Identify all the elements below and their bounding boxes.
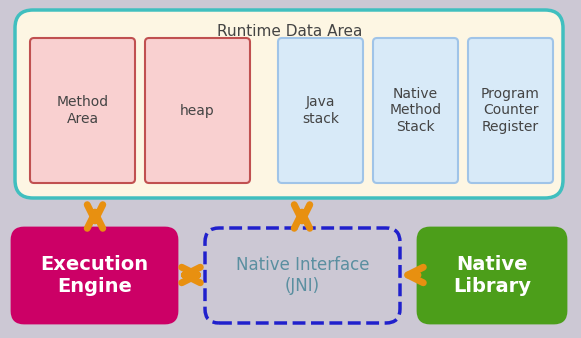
FancyBboxPatch shape — [373, 38, 458, 183]
FancyBboxPatch shape — [418, 228, 566, 323]
FancyBboxPatch shape — [12, 228, 177, 323]
FancyBboxPatch shape — [468, 38, 553, 183]
FancyBboxPatch shape — [145, 38, 250, 183]
Text: Execution
Engine: Execution Engine — [41, 255, 149, 296]
FancyBboxPatch shape — [15, 10, 563, 198]
Text: Native
Library: Native Library — [453, 255, 531, 296]
Text: Runtime Data Area: Runtime Data Area — [217, 24, 363, 39]
Text: Method
Area: Method Area — [56, 95, 109, 126]
FancyBboxPatch shape — [30, 38, 135, 183]
Text: heap: heap — [180, 103, 215, 118]
Text: Program
Counter
Register: Program Counter Register — [481, 87, 540, 134]
Text: Native
Method
Stack: Native Method Stack — [389, 87, 442, 134]
Text: Java
stack: Java stack — [302, 95, 339, 126]
Text: Native Interface
(JNI): Native Interface (JNI) — [236, 256, 370, 295]
FancyBboxPatch shape — [278, 38, 363, 183]
